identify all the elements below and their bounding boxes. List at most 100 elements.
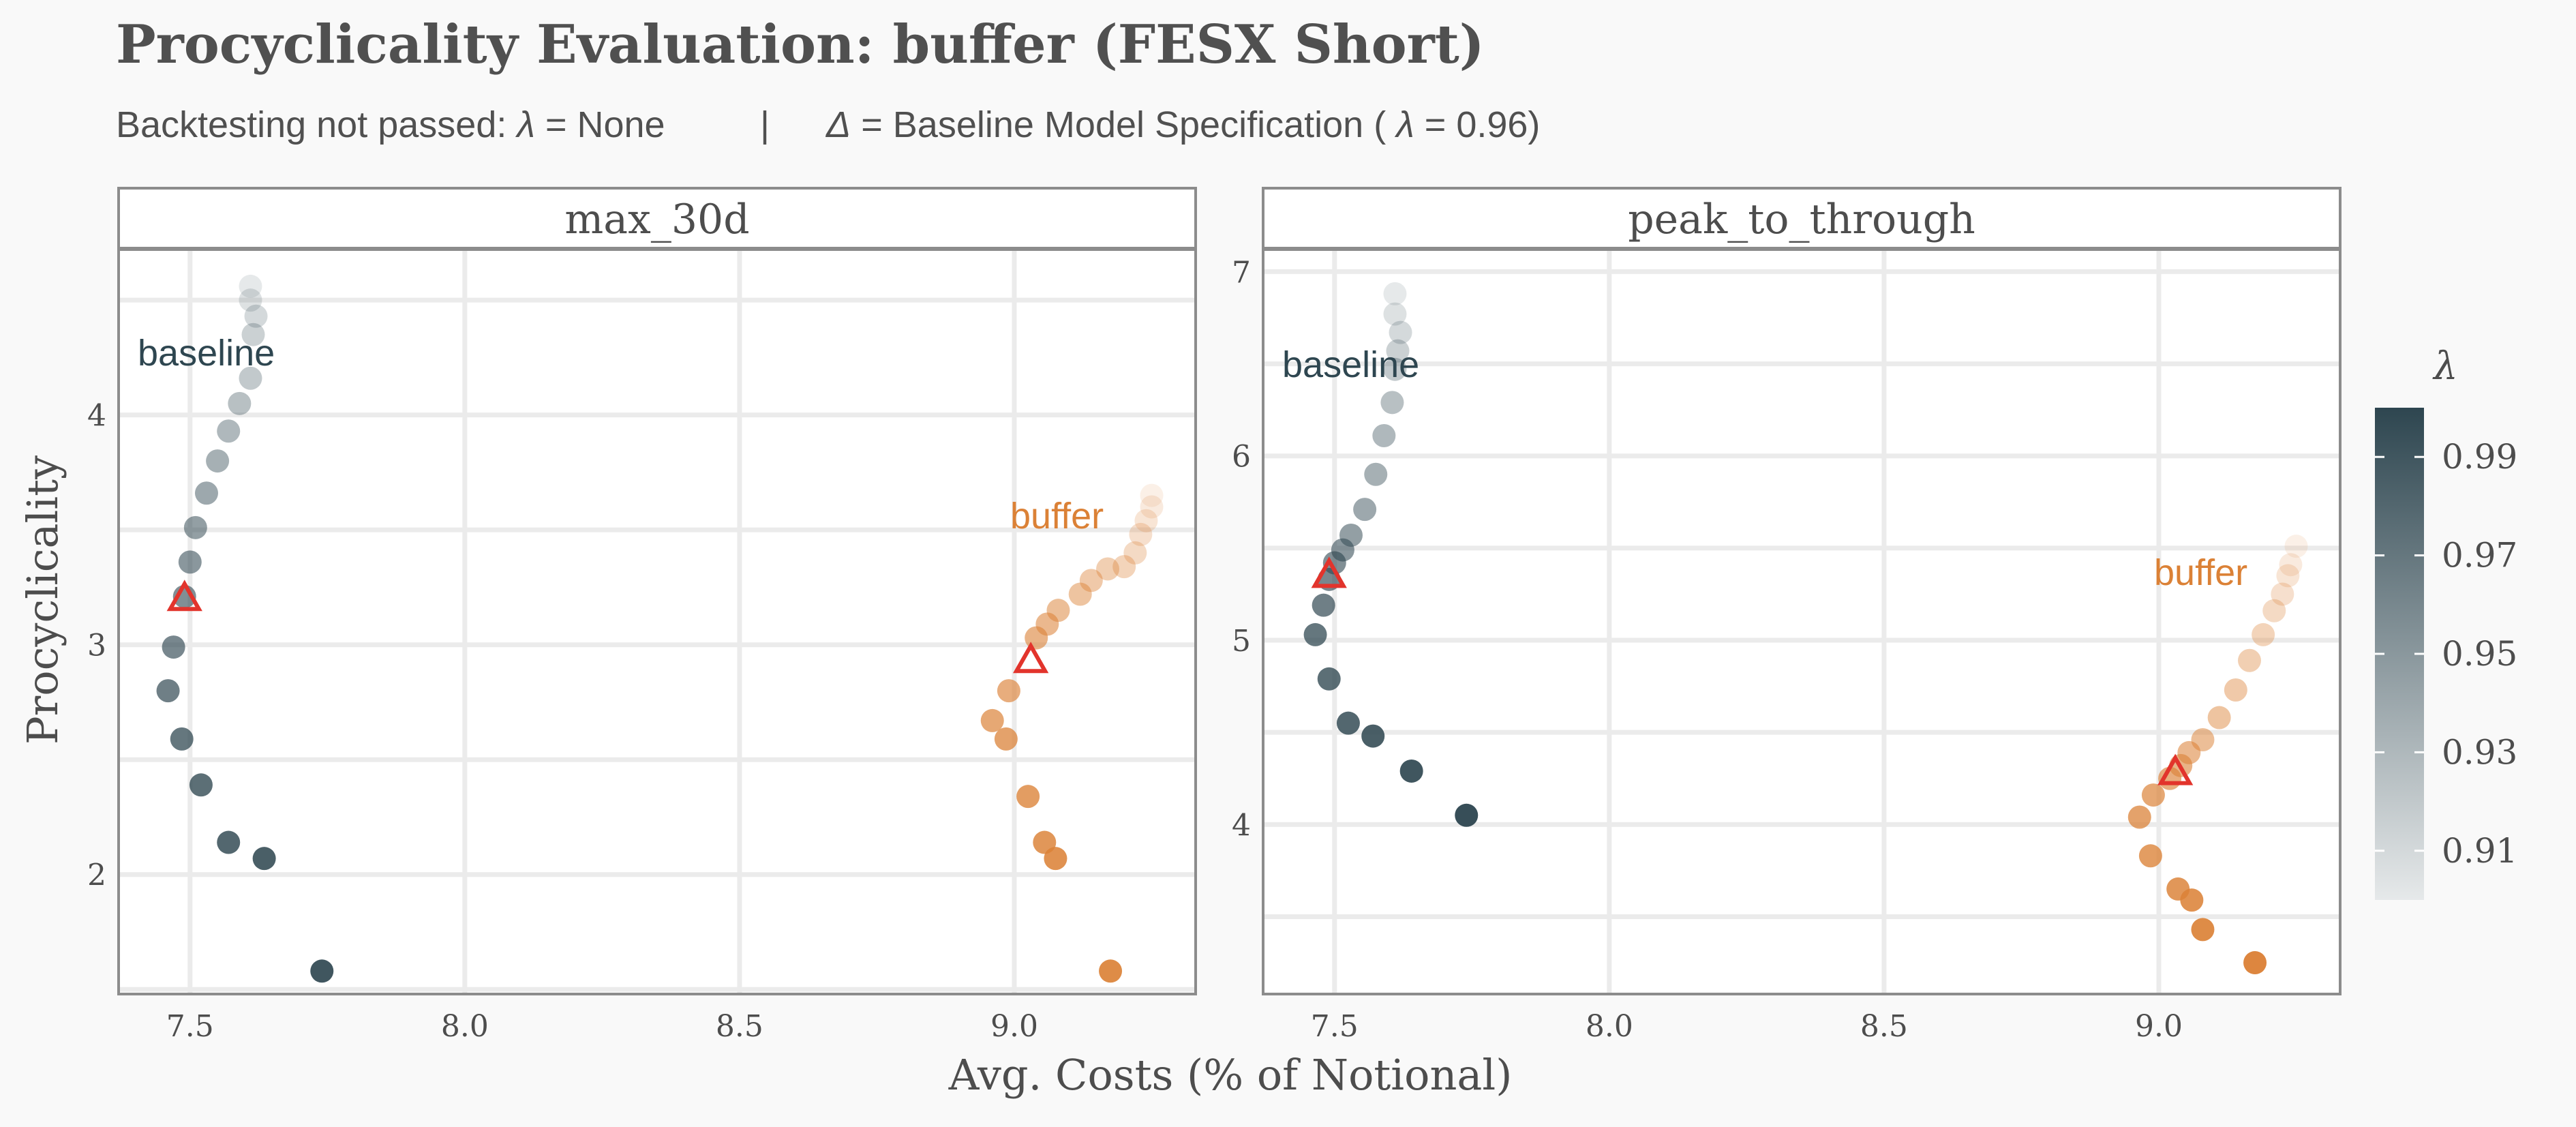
baseline-spec-marker-buffer — [2157, 753, 2194, 785]
point-buffer — [1099, 959, 1123, 983]
y-tick-label: 6 — [1232, 440, 1251, 475]
point-buffer — [1079, 569, 1103, 592]
point-buffer — [2207, 706, 2231, 730]
point-baseline — [310, 959, 334, 983]
facet-panels: max_30d 2 3 4 7.5 8.0 8.5 9.0 baseline buffer peak… — [87, 187, 2342, 1044]
point-baseline — [239, 274, 262, 298]
point-baseline — [217, 830, 241, 854]
panel-frame — [1262, 248, 2342, 995]
point-buffer — [2141, 783, 2165, 807]
point-baseline — [194, 481, 218, 505]
point-baseline — [206, 449, 230, 473]
facet-strip-label: max_30d — [564, 196, 749, 243]
facet-strip — [117, 187, 1197, 250]
point-baseline — [1317, 667, 1341, 691]
point-buffer — [1123, 541, 1147, 565]
facet-strip-label: peak_to_through — [1628, 196, 1975, 243]
point-buffer — [2237, 648, 2261, 672]
subtitle-right-value: = 0.96) — [1425, 104, 1541, 145]
point-baseline — [1383, 302, 1407, 326]
point-buffer — [1134, 509, 1158, 532]
y-tick-label: 7 — [1232, 255, 1251, 290]
point-baseline — [1389, 320, 1412, 344]
point-buffer — [1016, 785, 1040, 809]
point-baseline — [239, 288, 262, 312]
subtitle-left-text: Backtesting not passed: — [116, 104, 517, 145]
y-tick-label: 3 — [87, 629, 106, 663]
baseline-spec-marker-buffer — [1013, 642, 1049, 674]
x-tick-label: 8.5 — [716, 1009, 763, 1044]
x-tick-label: 9.0 — [2135, 1009, 2183, 1044]
point-baseline — [1383, 282, 1407, 305]
point-baseline — [1372, 424, 1396, 447]
point-baseline — [1386, 339, 1410, 363]
point-buffer — [1025, 626, 1048, 650]
point-baseline — [244, 304, 268, 328]
point-buffer — [2262, 599, 2286, 622]
y-tick-label: 2 — [87, 858, 106, 893]
panel-frame — [117, 248, 1197, 995]
point-baseline — [252, 847, 276, 871]
x-axis-label: Avg. Costs (% of Notional) — [948, 1050, 1513, 1100]
point-buffer — [1112, 555, 1136, 579]
point-buffer — [980, 708, 1004, 732]
point-buffer — [2279, 553, 2303, 577]
legend-tick-label: 0.93 — [2442, 732, 2517, 772]
facet-panel-peak_to_through: peak_to_through 4 5 6 7 7.5 8.0 8.5 9.0 baseline b… — [1232, 187, 2342, 1044]
x-tick-label: 8.0 — [1586, 1009, 1633, 1044]
series-label-buffer: buffer — [2154, 552, 2247, 593]
legend-tick-label: 0.95 — [2442, 634, 2517, 674]
point-buffer — [997, 679, 1020, 703]
point-buffer — [1068, 582, 1092, 606]
y-tick-label: 5 — [1232, 624, 1251, 659]
legend-title: λ — [2432, 344, 2458, 389]
point-buffer — [994, 727, 1018, 751]
baseline-spec-marker-baseline — [166, 580, 202, 612]
point-baseline — [1353, 498, 1377, 522]
x-tick-label: 9.0 — [990, 1009, 1038, 1044]
point-baseline — [189, 773, 213, 797]
x-tick-label: 8.0 — [441, 1009, 489, 1044]
point-baseline — [162, 635, 185, 659]
point-buffer — [2127, 805, 2151, 829]
point-buffer — [2276, 564, 2300, 588]
subtitle-right-text: = Baseline Model Specification ( — [861, 104, 1386, 145]
point-buffer — [1140, 483, 1164, 507]
point-baseline — [1455, 803, 1479, 827]
point-buffer — [2138, 844, 2162, 868]
point-baseline — [178, 550, 202, 574]
chart-subtitle: Backtesting not passed: λ = None | Δ = B… — [116, 104, 1540, 145]
point-buffer — [2191, 918, 2215, 942]
subtitle-right-lambda: λ — [1394, 104, 1414, 145]
point-baseline — [1361, 724, 1385, 748]
point-buffer — [2284, 535, 2308, 558]
point-baseline — [1303, 622, 1327, 646]
point-baseline — [1364, 462, 1388, 486]
x-tick-label: 7.5 — [166, 1009, 214, 1044]
point-buffer — [2252, 622, 2275, 646]
chart-title: Procyclicality Evaluation: buffer (FESX … — [116, 14, 1485, 76]
series-label-baseline: baseline — [138, 333, 275, 374]
point-buffer — [2180, 888, 2204, 912]
subtitle-separator: | — [760, 104, 770, 145]
legend-tick-label: 0.91 — [2442, 831, 2517, 871]
y-tick-label: 4 — [1232, 808, 1251, 843]
point-buffer — [1140, 495, 1164, 519]
subtitle-right-delta: Δ — [825, 104, 851, 145]
point-buffer — [1096, 557, 1120, 581]
series-label-baseline: baseline — [1282, 344, 1419, 385]
point-baseline — [156, 679, 180, 703]
point-baseline — [183, 515, 207, 539]
point-baseline — [1312, 593, 1335, 617]
series-label-buffer: buffer — [1010, 496, 1104, 537]
facet-panel-max_30d: max_30d 2 3 4 7.5 8.0 8.5 9.0 baseline buffer — [87, 187, 1197, 1044]
point-baseline — [239, 366, 262, 390]
legend-tick-label: 0.97 — [2442, 536, 2517, 575]
point-baseline — [217, 419, 241, 443]
subtitle-left-lambda: λ — [515, 104, 535, 145]
point-buffer — [2243, 951, 2267, 975]
y-axis-label: Procyclicality — [18, 455, 67, 745]
point-buffer — [1044, 847, 1067, 871]
point-buffer — [2271, 582, 2294, 606]
